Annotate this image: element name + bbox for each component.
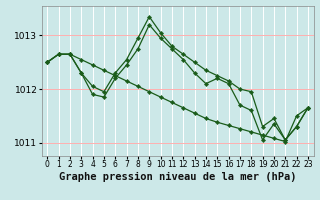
X-axis label: Graphe pression niveau de la mer (hPa): Graphe pression niveau de la mer (hPa) (59, 172, 296, 182)
